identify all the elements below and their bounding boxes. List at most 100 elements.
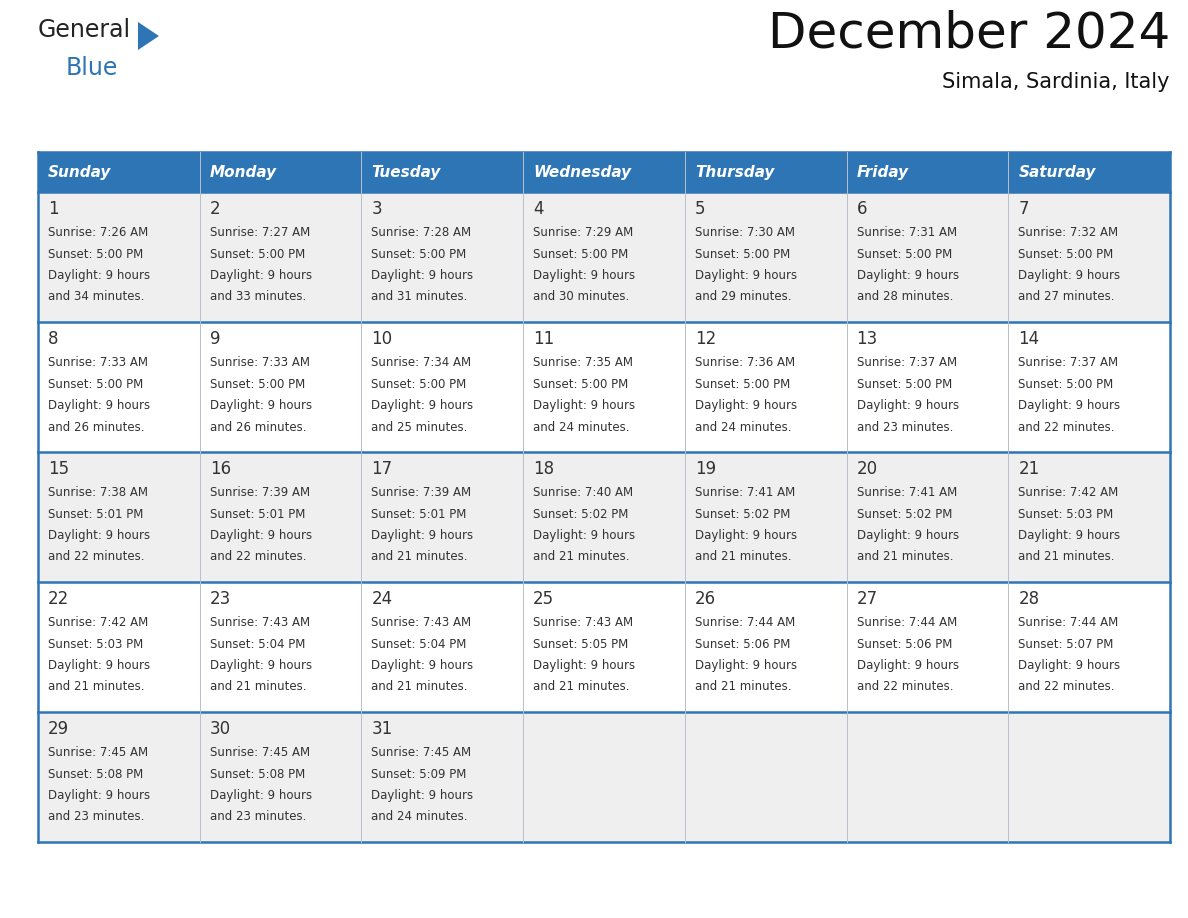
- Text: Thursday: Thursday: [695, 164, 775, 180]
- Text: Daylight: 9 hours: Daylight: 9 hours: [48, 659, 150, 672]
- Text: Simala, Sardinia, Italy: Simala, Sardinia, Italy: [942, 72, 1170, 92]
- Text: and 21 minutes.: and 21 minutes.: [372, 551, 468, 564]
- Text: 22: 22: [48, 590, 69, 608]
- Text: Saturday: Saturday: [1018, 164, 1095, 180]
- Text: and 22 minutes.: and 22 minutes.: [210, 551, 307, 564]
- Text: and 34 minutes.: and 34 minutes.: [48, 290, 145, 304]
- Text: Sunset: 5:00 PM: Sunset: 5:00 PM: [1018, 248, 1113, 261]
- Text: 7: 7: [1018, 200, 1029, 218]
- Text: Daylight: 9 hours: Daylight: 9 hours: [1018, 399, 1120, 412]
- Bar: [523, 452, 684, 582]
- Bar: [523, 582, 684, 712]
- Text: 23: 23: [210, 590, 230, 608]
- Text: Daylight: 9 hours: Daylight: 9 hours: [210, 269, 311, 282]
- Text: and 21 minutes.: and 21 minutes.: [533, 551, 630, 564]
- Text: 12: 12: [695, 330, 716, 348]
- Text: Sunrise: 7:43 AM: Sunrise: 7:43 AM: [210, 616, 310, 629]
- Text: Sunset: 5:00 PM: Sunset: 5:00 PM: [533, 248, 628, 261]
- Bar: [38, 192, 200, 322]
- Text: Daylight: 9 hours: Daylight: 9 hours: [48, 399, 150, 412]
- Text: Sunrise: 7:45 AM: Sunrise: 7:45 AM: [372, 746, 472, 759]
- Text: Daylight: 9 hours: Daylight: 9 hours: [857, 399, 959, 412]
- Text: Daylight: 9 hours: Daylight: 9 hours: [1018, 269, 1120, 282]
- Text: Sunset: 5:01 PM: Sunset: 5:01 PM: [210, 508, 305, 521]
- Text: Sunrise: 7:37 AM: Sunrise: 7:37 AM: [1018, 356, 1118, 369]
- Text: Sunset: 5:01 PM: Sunset: 5:01 PM: [372, 508, 467, 521]
- Bar: [361, 322, 523, 452]
- Text: and 21 minutes.: and 21 minutes.: [1018, 551, 1114, 564]
- Text: Sunset: 5:00 PM: Sunset: 5:00 PM: [48, 377, 144, 390]
- Bar: [361, 712, 523, 842]
- Text: 18: 18: [533, 460, 555, 478]
- Text: and 22 minutes.: and 22 minutes.: [1018, 680, 1114, 693]
- Text: Sunset: 5:03 PM: Sunset: 5:03 PM: [1018, 508, 1113, 521]
- Text: Sunset: 5:00 PM: Sunset: 5:00 PM: [695, 248, 790, 261]
- Text: Sunrise: 7:43 AM: Sunrise: 7:43 AM: [372, 616, 472, 629]
- Text: and 23 minutes.: and 23 minutes.: [48, 811, 145, 823]
- Text: Daylight: 9 hours: Daylight: 9 hours: [533, 399, 636, 412]
- Text: 20: 20: [857, 460, 878, 478]
- Bar: [38, 582, 200, 712]
- Text: 10: 10: [372, 330, 392, 348]
- Text: Sunset: 5:00 PM: Sunset: 5:00 PM: [210, 377, 305, 390]
- Text: Daylight: 9 hours: Daylight: 9 hours: [210, 529, 311, 542]
- Text: Sunday: Sunday: [48, 164, 112, 180]
- Text: Sunset: 5:02 PM: Sunset: 5:02 PM: [533, 508, 628, 521]
- Text: and 21 minutes.: and 21 minutes.: [48, 680, 145, 693]
- Text: Sunrise: 7:34 AM: Sunrise: 7:34 AM: [372, 356, 472, 369]
- Text: Daylight: 9 hours: Daylight: 9 hours: [48, 269, 150, 282]
- Text: Sunrise: 7:45 AM: Sunrise: 7:45 AM: [210, 746, 310, 759]
- Bar: [847, 152, 1009, 192]
- Text: Sunrise: 7:44 AM: Sunrise: 7:44 AM: [1018, 616, 1119, 629]
- Text: 11: 11: [533, 330, 555, 348]
- Bar: [38, 712, 200, 842]
- Text: Daylight: 9 hours: Daylight: 9 hours: [372, 269, 474, 282]
- Text: Sunset: 5:00 PM: Sunset: 5:00 PM: [857, 377, 952, 390]
- Bar: [1009, 152, 1170, 192]
- Text: Sunrise: 7:36 AM: Sunrise: 7:36 AM: [695, 356, 795, 369]
- Bar: [847, 322, 1009, 452]
- Text: Sunset: 5:04 PM: Sunset: 5:04 PM: [372, 637, 467, 651]
- Text: and 21 minutes.: and 21 minutes.: [695, 680, 791, 693]
- Bar: [38, 152, 200, 192]
- Text: Wednesday: Wednesday: [533, 164, 631, 180]
- Text: and 25 minutes.: and 25 minutes.: [372, 420, 468, 433]
- Text: Sunset: 5:03 PM: Sunset: 5:03 PM: [48, 637, 144, 651]
- Text: 1: 1: [48, 200, 58, 218]
- Text: 29: 29: [48, 720, 69, 738]
- Text: Daylight: 9 hours: Daylight: 9 hours: [1018, 529, 1120, 542]
- Text: Sunset: 5:00 PM: Sunset: 5:00 PM: [857, 248, 952, 261]
- Text: and 21 minutes.: and 21 minutes.: [857, 551, 953, 564]
- Text: Sunset: 5:02 PM: Sunset: 5:02 PM: [695, 508, 790, 521]
- Text: Sunrise: 7:42 AM: Sunrise: 7:42 AM: [48, 616, 148, 629]
- Text: and 31 minutes.: and 31 minutes.: [372, 290, 468, 304]
- Bar: [684, 322, 847, 452]
- Text: and 22 minutes.: and 22 minutes.: [48, 551, 145, 564]
- Text: 24: 24: [372, 590, 392, 608]
- Text: Sunrise: 7:43 AM: Sunrise: 7:43 AM: [533, 616, 633, 629]
- Text: Sunset: 5:00 PM: Sunset: 5:00 PM: [533, 377, 628, 390]
- Text: Daylight: 9 hours: Daylight: 9 hours: [372, 789, 474, 802]
- Text: Sunset: 5:01 PM: Sunset: 5:01 PM: [48, 508, 144, 521]
- Text: and 22 minutes.: and 22 minutes.: [857, 680, 953, 693]
- Text: Daylight: 9 hours: Daylight: 9 hours: [533, 659, 636, 672]
- Text: Sunset: 5:06 PM: Sunset: 5:06 PM: [695, 637, 790, 651]
- Bar: [684, 152, 847, 192]
- Text: Daylight: 9 hours: Daylight: 9 hours: [533, 269, 636, 282]
- Bar: [200, 452, 361, 582]
- Text: Sunset: 5:09 PM: Sunset: 5:09 PM: [372, 767, 467, 780]
- Bar: [38, 452, 200, 582]
- Text: 31: 31: [372, 720, 393, 738]
- Text: Sunrise: 7:45 AM: Sunrise: 7:45 AM: [48, 746, 148, 759]
- Text: 27: 27: [857, 590, 878, 608]
- Text: Sunset: 5:00 PM: Sunset: 5:00 PM: [372, 248, 467, 261]
- Text: Daylight: 9 hours: Daylight: 9 hours: [695, 269, 797, 282]
- Text: Daylight: 9 hours: Daylight: 9 hours: [533, 529, 636, 542]
- Bar: [1009, 582, 1170, 712]
- Text: Daylight: 9 hours: Daylight: 9 hours: [372, 529, 474, 542]
- Bar: [684, 452, 847, 582]
- Bar: [361, 582, 523, 712]
- Text: Sunrise: 7:33 AM: Sunrise: 7:33 AM: [48, 356, 148, 369]
- Text: Daylight: 9 hours: Daylight: 9 hours: [695, 529, 797, 542]
- Text: Sunset: 5:00 PM: Sunset: 5:00 PM: [1018, 377, 1113, 390]
